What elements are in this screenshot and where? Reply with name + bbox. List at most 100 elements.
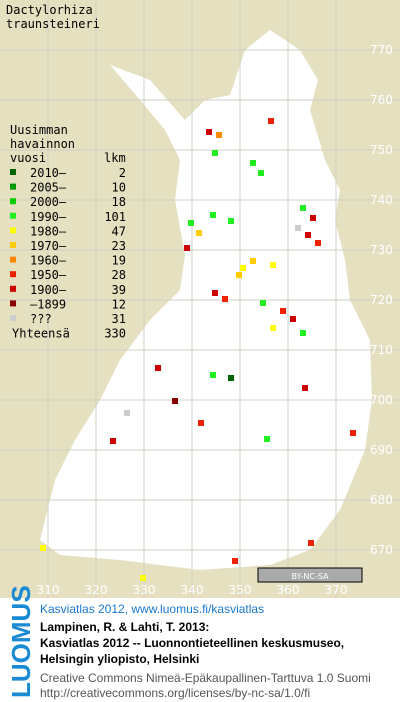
legend-swatch [10,285,16,292]
grid [0,0,400,598]
occurrence [258,170,264,176]
legend-heading: Uusimman [10,123,68,137]
legend-label: –1899 [30,297,66,311]
easting-label: 360 [277,583,300,597]
occurrence [300,330,306,336]
legend-heading: vuosi [10,151,46,165]
legend-heading: havainnon [10,137,75,151]
northing-label: 670 [370,543,393,557]
legend-swatch [10,300,16,307]
occurrence [250,160,256,166]
occurrence [188,220,194,226]
occurrences [40,118,356,581]
northing-label: 740 [370,193,393,207]
legend-swatch [10,242,16,248]
occurrence [260,300,266,306]
occurrence [124,410,130,416]
occurrence [184,245,190,251]
license: http://creativecommons.org/licenses/by-n… [40,686,310,700]
legend-count: 39 [112,283,126,297]
occurrence [196,230,202,236]
citation: Kasviatlas 2012 -- Luonnontieteellinen k… [40,636,344,650]
occurrence [308,540,314,546]
occurrence [210,372,216,378]
easting-label: 340 [181,583,204,597]
license: Creative Commons Nimeä-Epäkaupallinen-Ta… [40,671,371,685]
license-badge-text: BY-NC-SA [291,572,329,581]
northing-label: 700 [370,393,393,407]
occurrence [40,545,46,551]
northing-label: 680 [370,493,393,507]
occurrence [240,265,246,271]
legend-label: ??? [30,312,52,326]
occurrence [206,129,212,135]
license-badge [257,567,363,583]
link[interactable]: Kasviatlas 2012, www.luomus.fi/kasviatla… [40,602,264,616]
northing-label: 690 [370,443,393,457]
occurrence [250,258,256,264]
occurrence [270,325,276,331]
occurrence [232,558,238,564]
legend-count: 2 [119,166,126,180]
northing-label: 760 [370,93,393,107]
legend-label: 1960– [30,254,67,268]
legend-count: 47 [112,224,126,238]
easting-label: 370 [325,583,348,597]
grid-labels: 770 760 750 740 730 720 710 700 690 680 670 310 320 3… [37,43,393,597]
legend-label: 2000– [30,195,67,209]
occurrence [268,118,274,124]
legend-count: 12 [112,297,126,311]
legend-count: 31 [112,312,126,326]
legend-label: 1980– [30,224,67,238]
logo: LUOMUS [6,585,36,698]
legend-count: 19 [112,254,126,268]
legend-label: 1900– [30,283,67,297]
occurrence [210,212,216,218]
citation: Lampinen, R. & Lahti, T. 2013: [40,620,209,634]
occurrence [172,398,178,404]
easting-label: 310 [37,583,60,597]
legend-swatch [10,315,16,321]
legend-swatch [10,183,16,190]
occurrence [236,272,242,278]
occurrence [290,316,296,322]
title: Dactylorhiza [6,3,93,17]
legend-count: 10 [112,181,126,195]
occurrence [228,218,234,224]
occurrence [280,308,286,314]
occurrence [305,232,311,238]
legend-count: 23 [112,239,126,253]
total-label: Yhteensä [12,327,70,341]
legend-label: 2010– [30,166,67,180]
occurrence [300,205,306,211]
legend-count-heading: lkm [104,151,126,165]
total: 330 [104,327,126,341]
occurrence [212,150,218,156]
occurrence [302,385,308,391]
title: traunsteineri [6,17,100,31]
occurrence [315,240,321,246]
northing-label: 720 [370,293,393,307]
occurrence [198,420,204,426]
legend-swatch [10,256,16,263]
northing-label: 770 [370,43,393,57]
occurrence [270,262,276,268]
easting-label: 350 [229,583,252,597]
easting-label: 320 [85,583,108,597]
occurrence [140,575,146,581]
legend-swatch [10,271,16,278]
legend-swatch [10,227,16,234]
legend-count: 101 [104,210,126,224]
easting-label: 330 [133,583,156,597]
northing-label: 710 [370,343,393,357]
occurrence [228,375,234,381]
legend-count: 18 [112,195,126,209]
legend-label: 1950– [30,268,67,282]
legend-label: 2005– [30,181,67,195]
occurrence [350,430,356,436]
legend-swatch [10,212,16,219]
legend-label: 1990– [30,210,67,224]
